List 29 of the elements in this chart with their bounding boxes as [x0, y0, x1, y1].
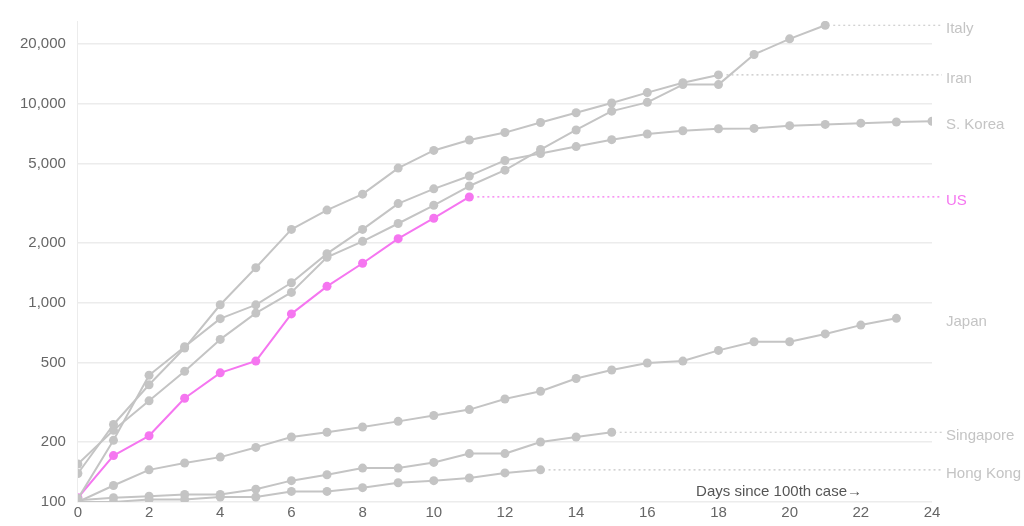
x-tick-label: 22 — [852, 503, 870, 521]
y-tick-label: 200 — [40, 432, 66, 450]
x-tick-label: 10 — [425, 503, 443, 521]
y-tick-label: 5,000 — [28, 153, 66, 171]
text: US — [946, 191, 967, 209]
x-tick-label: 20 — [781, 503, 798, 521]
y-tick-label: 10,000 — [19, 93, 66, 111]
y-tick-label: 1,000 — [28, 292, 66, 310]
x-tick-label: 14 — [567, 503, 585, 521]
x-tick-label: 4 — [216, 503, 225, 521]
text: Singapore — [946, 426, 1015, 444]
x-tick-label: 0 — [73, 503, 83, 521]
x-tick-label: 18 — [710, 503, 727, 521]
text: Japan — [946, 312, 987, 330]
x-tick-label: 6 — [287, 503, 296, 521]
y-tick-label: 500 — [40, 352, 66, 370]
y-tick-label: 100 — [40, 492, 66, 510]
y-tick-label: 20,000 — [19, 33, 66, 51]
x-tick-label: 2 — [144, 503, 154, 521]
text: Iran — [946, 69, 972, 87]
x-tick-label: 16 — [638, 503, 656, 521]
text: Italy — [946, 19, 975, 37]
y-tick-label: 2,000 — [28, 233, 66, 251]
x-tick-label: 12 — [496, 503, 514, 521]
x-axis-title: Days since 100th case→ — [696, 481, 862, 499]
x-tick-label: 24 — [923, 503, 941, 521]
x-tick-label: 8 — [358, 503, 367, 521]
text: Hong Kong — [946, 464, 1022, 481]
series-label: S. Korea — [946, 115, 1006, 133]
